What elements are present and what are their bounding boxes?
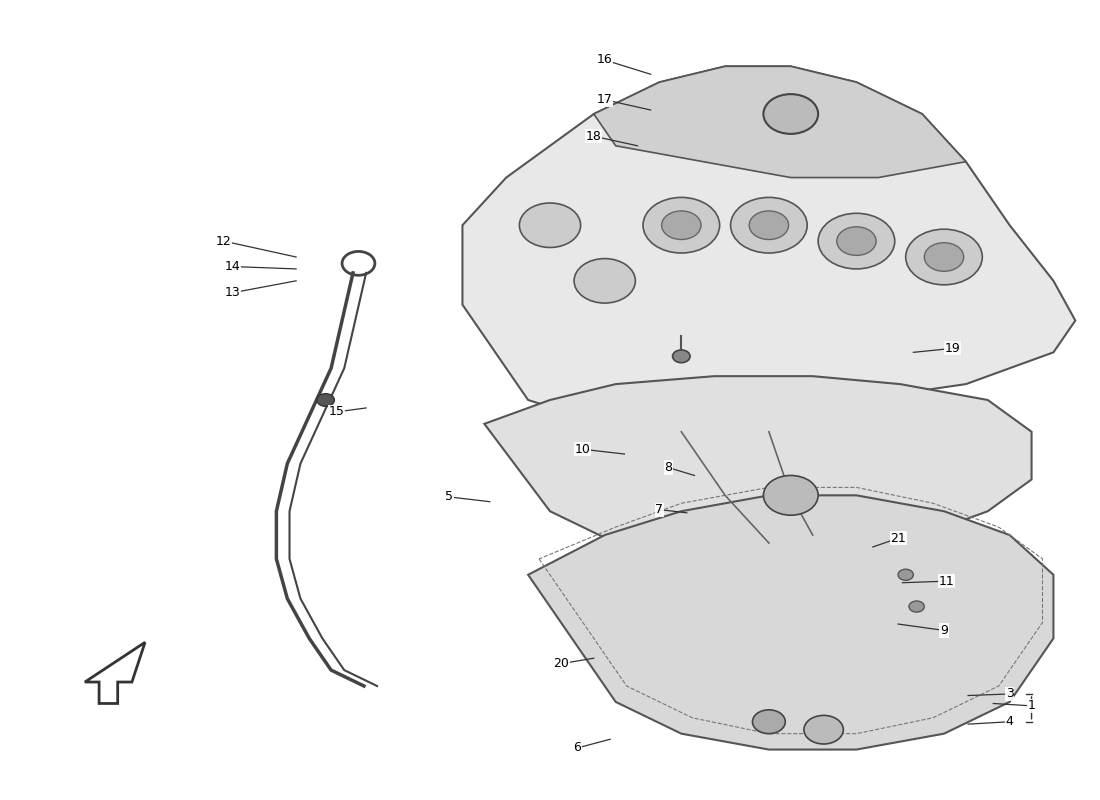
Text: 1: 1 bbox=[1027, 699, 1035, 712]
Text: 14: 14 bbox=[224, 260, 241, 273]
Text: 19: 19 bbox=[945, 342, 960, 355]
Text: 6: 6 bbox=[573, 742, 581, 754]
Circle shape bbox=[749, 211, 789, 239]
Polygon shape bbox=[528, 495, 1054, 750]
Text: 11: 11 bbox=[938, 574, 954, 588]
Text: 21: 21 bbox=[890, 532, 906, 545]
Text: 18: 18 bbox=[586, 130, 602, 142]
Circle shape bbox=[317, 394, 334, 406]
Circle shape bbox=[752, 710, 785, 734]
Text: 12: 12 bbox=[216, 234, 232, 248]
Polygon shape bbox=[85, 642, 145, 703]
Circle shape bbox=[574, 258, 636, 303]
Circle shape bbox=[763, 475, 818, 515]
Circle shape bbox=[924, 242, 964, 271]
Polygon shape bbox=[462, 66, 1076, 424]
Circle shape bbox=[905, 229, 982, 285]
Text: 3: 3 bbox=[1005, 687, 1013, 701]
Text: 17: 17 bbox=[597, 93, 613, 106]
Text: 10: 10 bbox=[575, 442, 591, 456]
Polygon shape bbox=[484, 376, 1032, 559]
Text: 16: 16 bbox=[597, 54, 613, 66]
Circle shape bbox=[730, 198, 807, 253]
Circle shape bbox=[898, 570, 913, 580]
Text: 13: 13 bbox=[224, 286, 241, 299]
Text: 20: 20 bbox=[553, 658, 569, 670]
Text: 4: 4 bbox=[1005, 715, 1013, 728]
Circle shape bbox=[804, 715, 844, 744]
Circle shape bbox=[837, 227, 876, 255]
Circle shape bbox=[519, 203, 581, 247]
Circle shape bbox=[763, 94, 818, 134]
Text: 9: 9 bbox=[940, 624, 948, 637]
Circle shape bbox=[909, 601, 924, 612]
Polygon shape bbox=[594, 66, 966, 178]
Text: 5: 5 bbox=[446, 490, 453, 503]
Circle shape bbox=[661, 211, 701, 239]
Text: 8: 8 bbox=[664, 461, 672, 474]
Text: 7: 7 bbox=[656, 503, 663, 516]
Circle shape bbox=[672, 350, 690, 362]
Circle shape bbox=[818, 214, 894, 269]
Circle shape bbox=[644, 198, 719, 253]
Text: 15: 15 bbox=[329, 406, 344, 418]
